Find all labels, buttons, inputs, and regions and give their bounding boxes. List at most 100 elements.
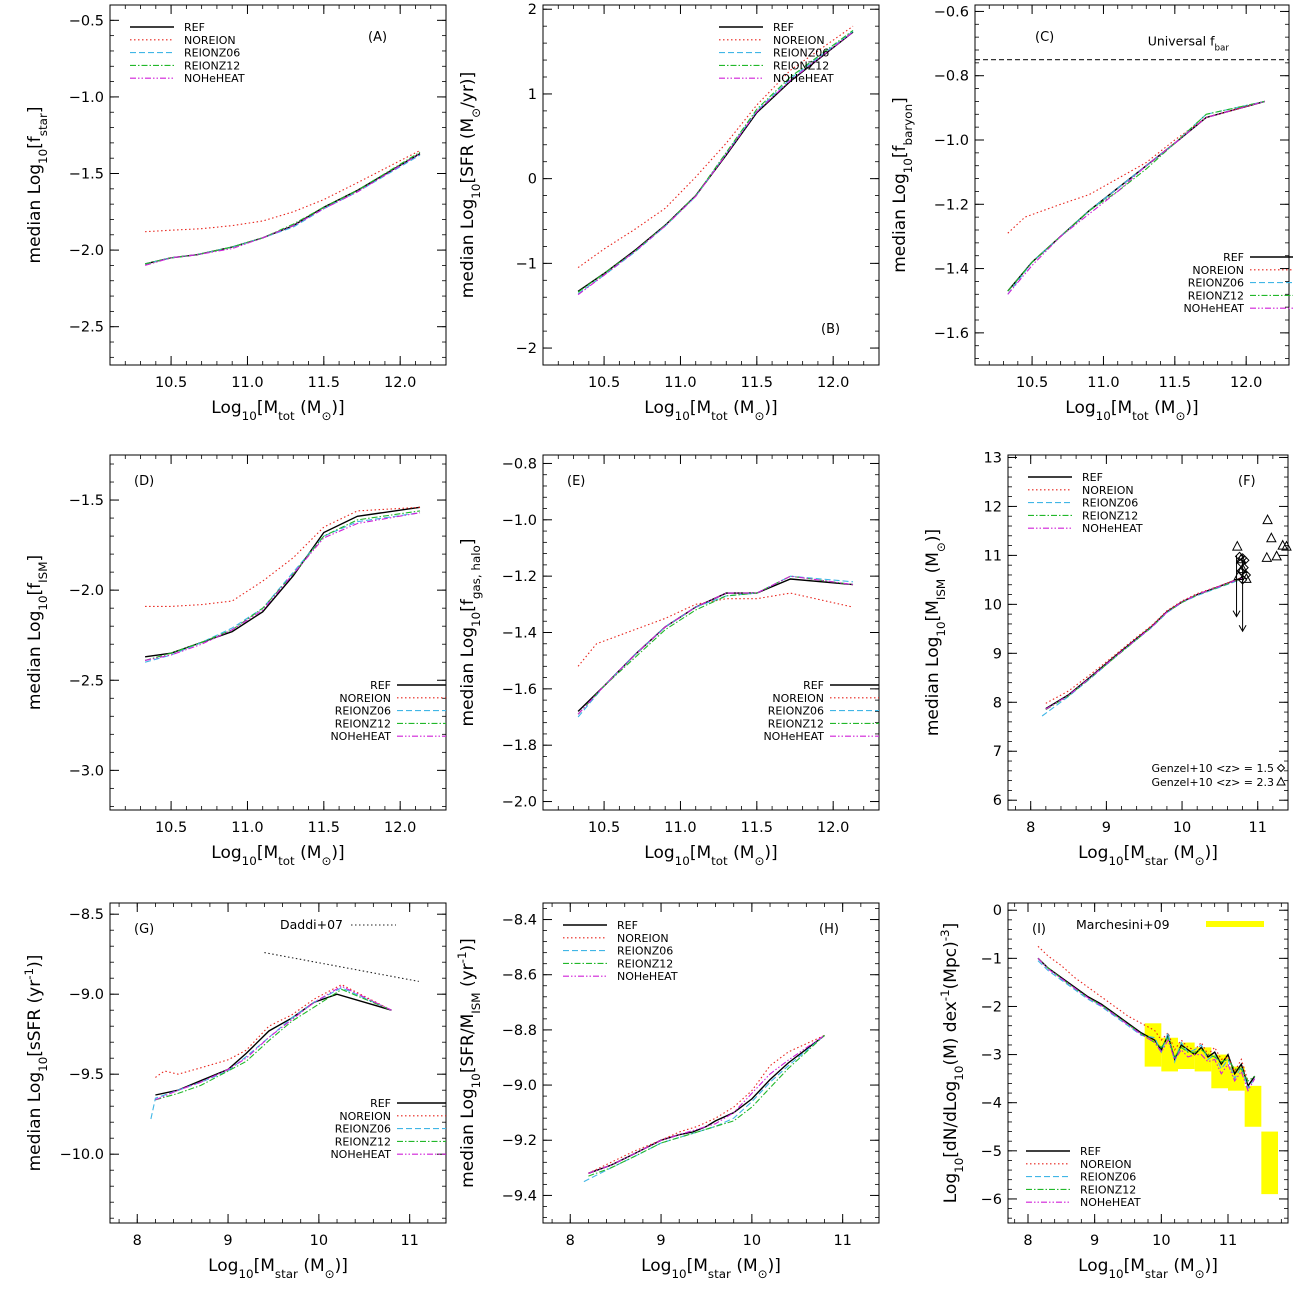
series-line-noheheat xyxy=(144,512,421,661)
y-tick-label: 7 xyxy=(993,744,1002,760)
y-tick-label: −2.5 xyxy=(69,320,104,336)
legend-label-reionz12: REIONZ12 xyxy=(768,717,824,730)
y-tick-label: −6 xyxy=(981,1192,1002,1208)
x-axis-label: Log10[Mstar (M⊙)] xyxy=(208,1256,348,1281)
x-axis-label: Log10[Mtot (M⊙)] xyxy=(644,843,777,868)
y-tick-label: 12 xyxy=(984,499,1002,515)
x-tick-label: 11 xyxy=(1219,1233,1237,1249)
y-tick-label: −9.4 xyxy=(502,1188,537,1204)
x-tick-label: 11 xyxy=(400,1233,418,1249)
legend-label-noreion: NOREION xyxy=(339,692,391,705)
legend-label-reionz12: REIONZ12 xyxy=(335,717,391,730)
y-axis-label: median Log10[SFR (M⊙/yr)] xyxy=(458,72,483,298)
y-tick-label: −2.5 xyxy=(69,673,104,689)
genzel-z15-point xyxy=(1234,551,1245,562)
x-tick-label: 10 xyxy=(743,1233,761,1249)
series-line-ref xyxy=(1045,576,1243,710)
y-tick-label: 8 xyxy=(993,695,1002,711)
x-tick-label: 11 xyxy=(833,1233,851,1249)
x-tick-label: 11.0 xyxy=(231,375,263,391)
y-tick-label: 9 xyxy=(993,646,1002,662)
series-line-ref xyxy=(155,993,392,1096)
legend-label-noreion: NOREION xyxy=(617,932,669,945)
legend-label-reionz12: REIONZ12 xyxy=(1188,289,1244,302)
series-line-reionz06 xyxy=(1041,578,1243,717)
y-tick-label: −1.0 xyxy=(502,513,537,529)
genzel-z15-point xyxy=(1240,555,1250,565)
x-tick-label: 11.0 xyxy=(664,820,696,836)
series-line-reionz06 xyxy=(583,1034,825,1183)
legend-label-reionz06: REIONZ06 xyxy=(768,705,824,718)
x-tick-label: 10 xyxy=(1152,1233,1170,1249)
y-tick-label: −1.4 xyxy=(502,626,537,642)
legend-label-reionz06: REIONZ06 xyxy=(1080,1171,1136,1184)
y-tick-label: −9.5 xyxy=(69,1067,104,1083)
y-tick-label: 2 xyxy=(528,2,537,18)
y-tick-label: −10.0 xyxy=(60,1147,104,1163)
x-tick-label: 8 xyxy=(1026,820,1035,836)
y-tick-label: −1.5 xyxy=(69,493,104,509)
y-tick-label: −2 xyxy=(981,999,1002,1015)
x-tick-label: 11.0 xyxy=(1087,375,1119,391)
y-tick-label: −1.2 xyxy=(934,197,969,213)
panel-tag: (I) xyxy=(1032,922,1046,937)
legend-label-reionz06: REIONZ06 xyxy=(335,1123,391,1136)
series-line-reionz12 xyxy=(144,151,421,265)
series-line-noheheat xyxy=(1045,577,1243,710)
plot-frame xyxy=(542,454,880,811)
x-tick-label: 11.5 xyxy=(741,820,773,836)
legend-label-reionz12: REIONZ12 xyxy=(335,1135,391,1148)
legend-label-noheheat: NOHeHEAT xyxy=(1080,1196,1141,1209)
y-axis-label: median Log10[fstar] xyxy=(25,107,50,264)
series-line-noreion xyxy=(588,1034,825,1174)
y-tick-label: −1 xyxy=(516,256,537,272)
panel-b: 10.5 11.0 11.5 12.0 −2 −1 0 1 2 Log10[Mtot (M⊙)] m… xyxy=(458,2,880,423)
panel-tag: (B) xyxy=(821,322,840,337)
y-tick-label: −0.5 xyxy=(69,13,104,29)
y-axis-label: median Log10[sSFR (yr-1)] xyxy=(22,955,50,1172)
x-tick-label: 12.0 xyxy=(384,820,416,836)
x-tick-label: 10 xyxy=(1173,820,1191,836)
legend-label-noheheat: NOHeHEAT xyxy=(1183,302,1244,315)
x-tick-label: 11.5 xyxy=(308,820,340,836)
y-axis-label: median Log10[MISM (M⊙)] xyxy=(923,529,948,736)
y-tick-label: −9.0 xyxy=(69,987,104,1003)
legend-label-reionz06: REIONZ06 xyxy=(1082,497,1138,510)
y-tick-label: −9.0 xyxy=(502,1078,537,1094)
genzel-legend-label: Genzel+10 <z> = 2.3 xyxy=(1152,776,1274,789)
marchesini-box xyxy=(1178,1042,1195,1070)
legend-label-ref: REF xyxy=(370,1097,391,1110)
series-line-ref xyxy=(588,1034,825,1174)
x-axis-label: Log10[Mtot (M⊙)] xyxy=(211,843,344,868)
series-line-noreion xyxy=(1045,576,1243,704)
legend-label-noreion: NOREION xyxy=(772,692,824,705)
x-tick-label: 11 xyxy=(1249,820,1267,836)
series-line-ref xyxy=(144,152,421,265)
y-axis-label: median Log10[fISM] xyxy=(25,555,50,710)
legend-label-ref: REF xyxy=(773,21,794,34)
legend-label-noheheat: NOHeHEAT xyxy=(763,730,824,743)
panel-h: 8 9 10 11 −9.4 −9.2 −9.0 −8.8 −8.6 −8.4 Log10[Msta… xyxy=(455,902,880,1281)
legend-label-reionz06: REIONZ06 xyxy=(184,47,240,60)
marchesini-legend-bar xyxy=(1206,921,1264,927)
y-tick-label: −1.5 xyxy=(69,167,104,183)
series-line-reionz06 xyxy=(1007,100,1265,295)
legend-label-noheheat: NOHeHEAT xyxy=(773,72,834,85)
y-tick-label: −1.4 xyxy=(934,262,969,278)
series-line-ref xyxy=(1037,957,1256,1088)
x-tick-label: 12.0 xyxy=(1230,375,1262,391)
x-tick-label: 9 xyxy=(223,1233,232,1249)
universal-fbar-label: Universal fbar xyxy=(1148,34,1230,54)
x-tick-label: 8 xyxy=(1023,1233,1032,1249)
y-tick-label: −1.0 xyxy=(934,133,969,149)
y-tick-label: 10 xyxy=(984,597,1002,613)
series-line-ref xyxy=(145,506,421,658)
genzel-z23-point xyxy=(1266,532,1277,543)
plot-frame xyxy=(109,902,447,1224)
y-tick-label: −9.2 xyxy=(502,1133,537,1149)
genzel-z23-point xyxy=(1261,551,1273,562)
y-tick-label: 1 xyxy=(528,87,537,103)
x-tick-label: 10.5 xyxy=(155,375,187,391)
panel-tag: (C) xyxy=(1035,30,1054,45)
y-axis-label: median Log10[SFR/MISM (yr-1)] xyxy=(455,938,483,1188)
